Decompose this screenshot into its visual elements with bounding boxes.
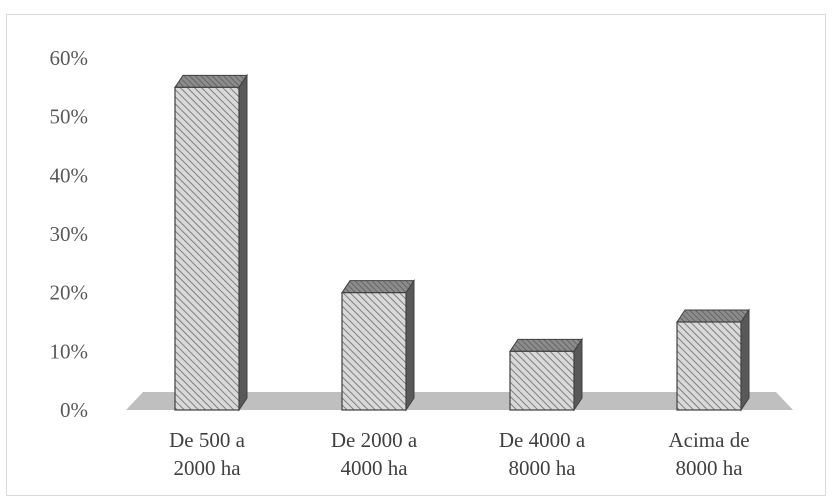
chart-frame (6, 14, 826, 496)
y-tick-label: 20% (50, 281, 89, 305)
bar (676, 308, 750, 412)
x-category-label: Acima de 8000 ha (668, 428, 749, 480)
bar-front (676, 321, 742, 411)
bar-top (676, 309, 750, 323)
bar-top (341, 280, 415, 294)
bar-front (174, 86, 240, 411)
bar-side (405, 279, 415, 412)
x-category-label: De 2000 a 4000 ha (331, 428, 418, 480)
x-category-label: De 4000 a 8000 ha (499, 428, 586, 480)
bar-front (509, 350, 575, 411)
chart-floor (126, 392, 793, 410)
x-category-label: De 500 a 2000 ha (169, 428, 245, 480)
y-axis-ticks: 0% 10% 20% 30% 40% 50% 60% (50, 46, 89, 422)
bar (174, 73, 248, 412)
x-axis-categories: De 500 a 2000 ha De 2000 a 4000 ha De 4000 a… (169, 428, 749, 480)
y-tick-label: 40% (50, 163, 89, 187)
bar (509, 337, 583, 412)
bar (341, 279, 415, 412)
y-tick-label: 0% (60, 398, 88, 422)
y-tick-label: 10% (50, 339, 89, 363)
bar-side (740, 308, 750, 412)
bar-front (341, 292, 407, 411)
bar-top (509, 338, 583, 352)
y-tick-label: 60% (50, 46, 89, 70)
bar-top (174, 74, 248, 88)
y-tick-label: 30% (50, 222, 89, 246)
y-tick-label: 50% (50, 105, 89, 129)
bar-side (573, 337, 583, 412)
bars (174, 73, 750, 412)
bar-side (238, 73, 248, 412)
